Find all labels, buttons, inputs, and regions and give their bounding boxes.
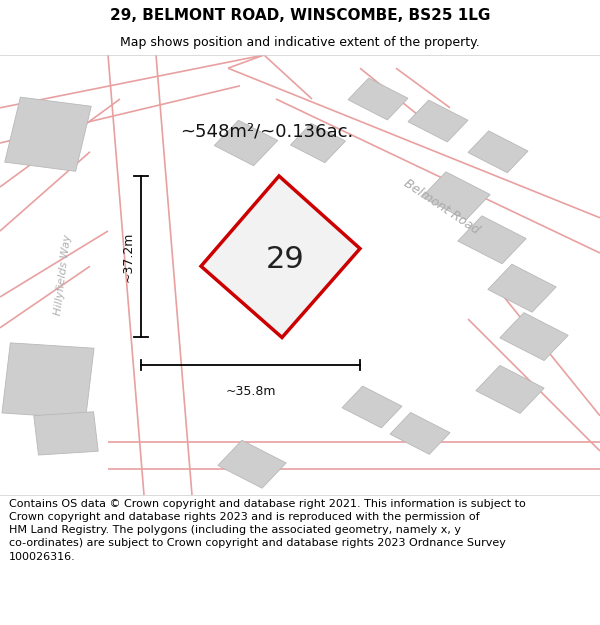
Text: 29, BELMONT ROAD, WINSCOMBE, BS25 1LG: 29, BELMONT ROAD, WINSCOMBE, BS25 1LG	[110, 8, 490, 23]
Polygon shape	[214, 120, 278, 166]
Polygon shape	[5, 97, 91, 171]
Polygon shape	[2, 343, 94, 418]
Polygon shape	[342, 386, 402, 428]
Polygon shape	[476, 366, 544, 413]
Polygon shape	[348, 78, 408, 120]
Polygon shape	[290, 123, 346, 162]
Text: Belmont Road: Belmont Road	[401, 177, 481, 237]
Polygon shape	[201, 176, 360, 338]
Text: 29: 29	[266, 245, 304, 274]
Polygon shape	[458, 216, 526, 264]
Text: ~548m²/~0.136ac.: ~548m²/~0.136ac.	[180, 123, 353, 141]
Polygon shape	[408, 100, 468, 142]
Polygon shape	[468, 131, 528, 173]
Polygon shape	[390, 412, 450, 454]
Text: Hillyfields Way: Hillyfields Way	[53, 234, 73, 316]
Text: Map shows position and indicative extent of the property.: Map shows position and indicative extent…	[120, 36, 480, 49]
Polygon shape	[500, 312, 568, 361]
Polygon shape	[488, 264, 556, 312]
Text: ~35.8m: ~35.8m	[225, 385, 276, 398]
Polygon shape	[34, 412, 98, 455]
Polygon shape	[218, 440, 286, 488]
Text: ~37.2m: ~37.2m	[121, 231, 134, 282]
Text: Contains OS data © Crown copyright and database right 2021. This information is : Contains OS data © Crown copyright and d…	[9, 499, 526, 562]
Polygon shape	[422, 172, 490, 220]
